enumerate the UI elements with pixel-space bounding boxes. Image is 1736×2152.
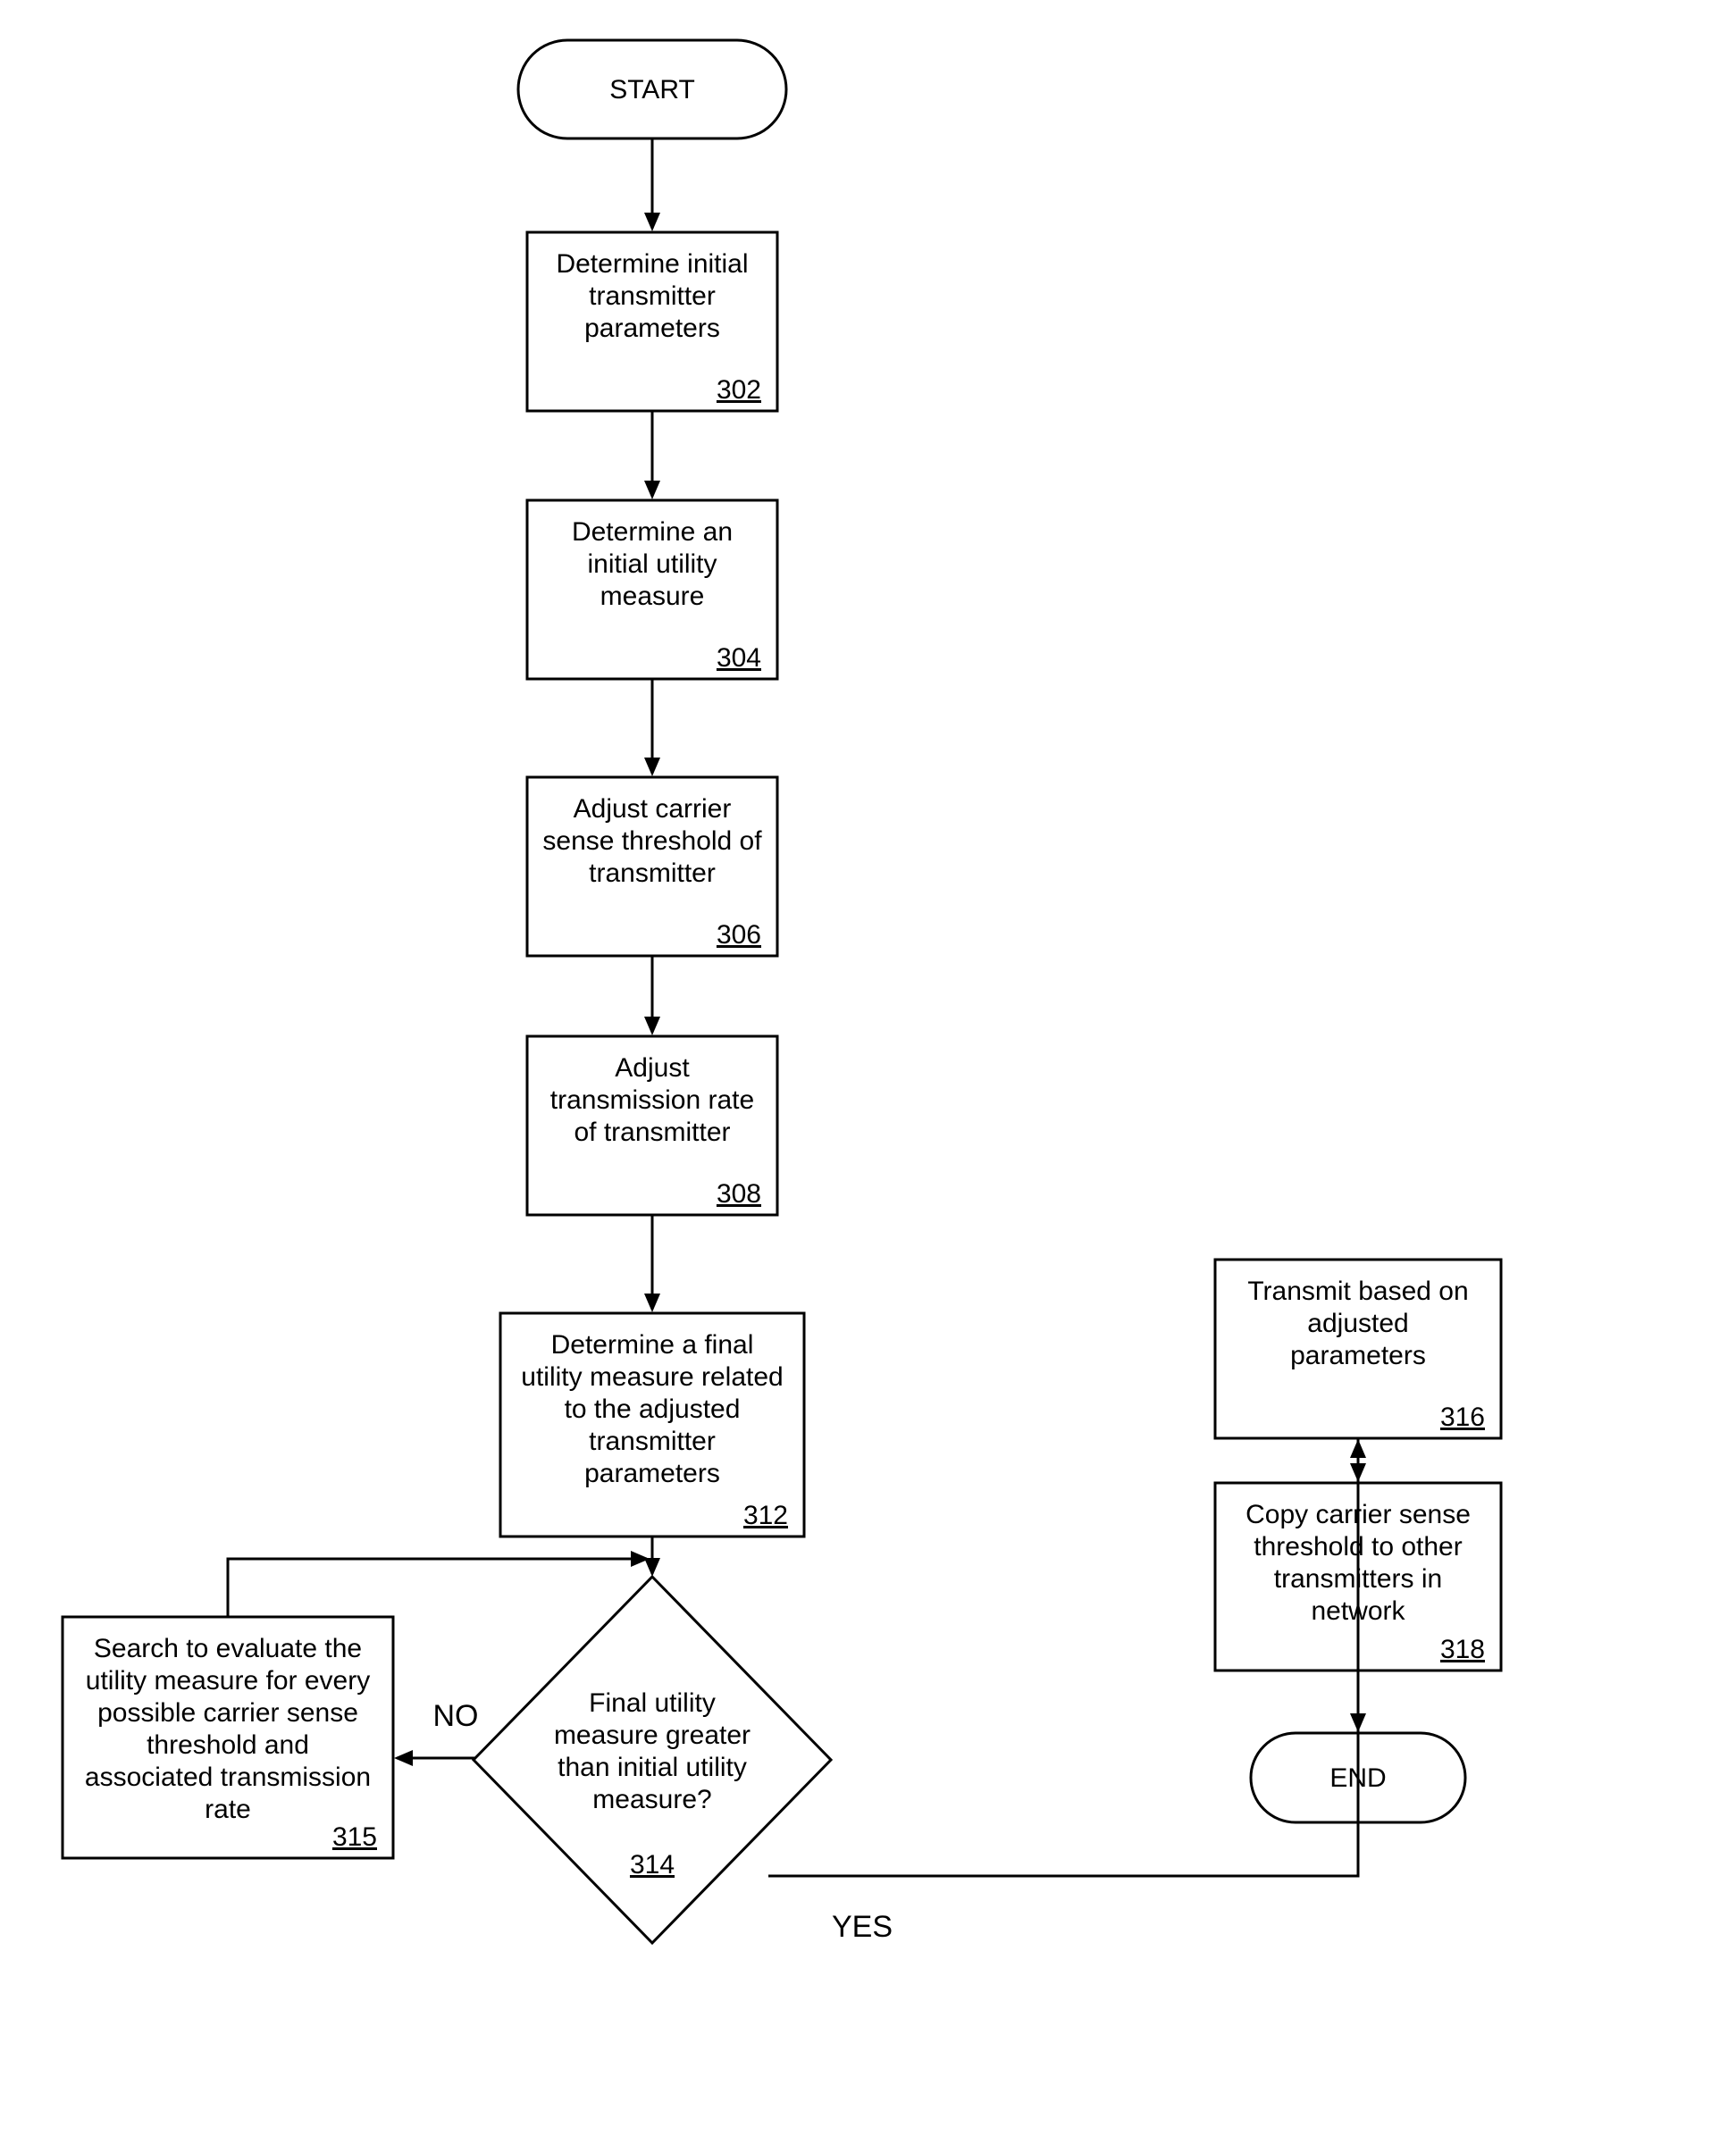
svg-text:Determine an: Determine an bbox=[572, 517, 733, 547]
ref-n316: 316 bbox=[1440, 1403, 1485, 1432]
svg-text:transmission rate: transmission rate bbox=[550, 1085, 754, 1115]
svg-text:threshold and: threshold and bbox=[147, 1730, 309, 1760]
svg-text:sense threshold of: sense threshold of bbox=[542, 826, 762, 856]
svg-text:possible carrier sense: possible carrier sense bbox=[97, 1698, 358, 1728]
svg-text:transmitter: transmitter bbox=[589, 281, 716, 311]
ref-n312: 312 bbox=[743, 1501, 788, 1530]
svg-text:measure: measure bbox=[600, 582, 705, 611]
ref-n302: 302 bbox=[717, 375, 761, 405]
svg-text:Adjust: Adjust bbox=[615, 1053, 690, 1083]
svg-text:to the adjusted: to the adjusted bbox=[565, 1394, 741, 1424]
svg-text:Search to evaluate the: Search to evaluate the bbox=[94, 1634, 362, 1663]
svg-text:Final utility: Final utility bbox=[589, 1688, 716, 1718]
svg-text:parameters: parameters bbox=[584, 1459, 720, 1488]
svg-text:parameters: parameters bbox=[1290, 1341, 1426, 1370]
svg-text:transmitter: transmitter bbox=[589, 1427, 716, 1456]
svg-text:Adjust carrier: Adjust carrier bbox=[574, 794, 732, 824]
ref-n304: 304 bbox=[717, 643, 761, 673]
svg-text:utility measure related: utility measure related bbox=[521, 1362, 783, 1392]
ref-n318: 318 bbox=[1440, 1635, 1485, 1664]
svg-text:START: START bbox=[609, 75, 695, 105]
svg-text:rate: rate bbox=[205, 1795, 251, 1824]
svg-text:than initial utility: than initial utility bbox=[558, 1753, 747, 1782]
svg-text:314: 314 bbox=[630, 1850, 675, 1880]
svg-text:associated transmission: associated transmission bbox=[85, 1763, 371, 1792]
svg-text:Determine a final: Determine a final bbox=[551, 1330, 754, 1360]
ref-n308: 308 bbox=[717, 1179, 761, 1209]
ref-n306: 306 bbox=[717, 920, 761, 950]
ref-n315: 315 bbox=[332, 1822, 377, 1852]
svg-text:utility measure for every: utility measure for every bbox=[86, 1666, 370, 1696]
svg-text:transmitter: transmitter bbox=[589, 858, 716, 888]
svg-text:parameters: parameters bbox=[584, 314, 720, 343]
svg-text:Transmit based on: Transmit based on bbox=[1247, 1277, 1468, 1306]
svg-text:of transmitter: of transmitter bbox=[574, 1118, 730, 1147]
svg-text:measure greater: measure greater bbox=[554, 1721, 751, 1750]
svg-text:Determine initial: Determine initial bbox=[556, 249, 748, 279]
svg-text:YES: YES bbox=[832, 1910, 893, 1944]
svg-text:adjusted: adjusted bbox=[1307, 1309, 1408, 1338]
svg-text:initial utility: initial utility bbox=[587, 549, 717, 579]
svg-text:measure?: measure? bbox=[592, 1785, 711, 1814]
svg-text:NO: NO bbox=[433, 1699, 479, 1733]
